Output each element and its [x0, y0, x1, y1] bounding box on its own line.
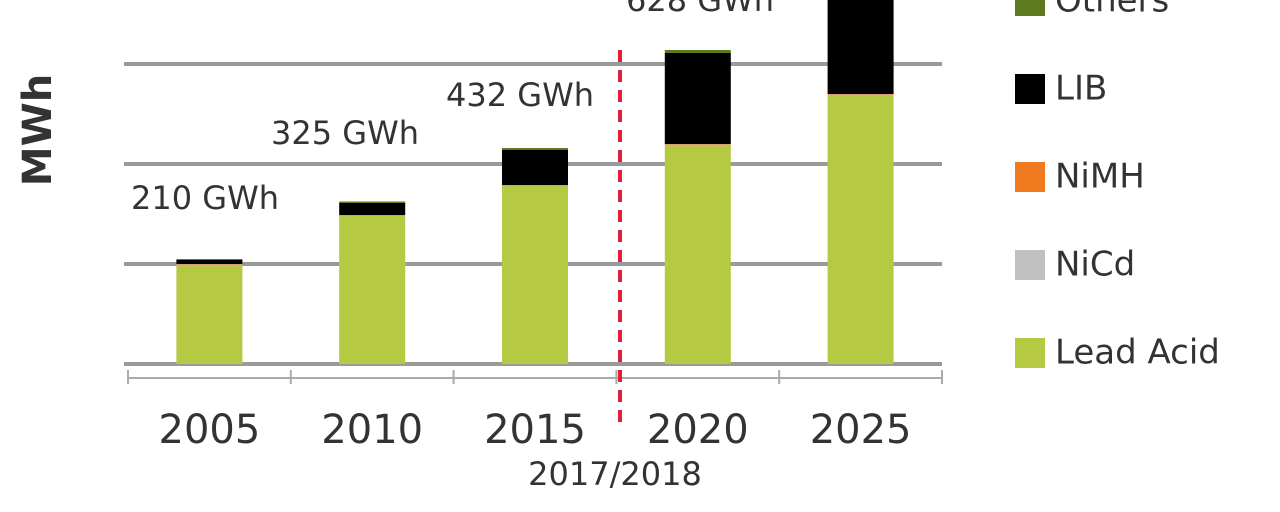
- bar-segment: [664, 144, 731, 145]
- legend-label: NiMH: [1055, 157, 1145, 197]
- bar-segment: [664, 53, 731, 144]
- bar-segment: [502, 148, 568, 150]
- legend-swatch: [1015, 162, 1045, 192]
- x-tick-label: 2025: [810, 407, 912, 453]
- bar-segment: [339, 216, 406, 364]
- bar-segment: [176, 260, 243, 264]
- bar-segment: [827, 94, 894, 95]
- legend-label: Lead Acid: [1055, 333, 1220, 373]
- bar-segment: [827, 94, 894, 95]
- legend-swatch: [1015, 74, 1045, 104]
- bar-segment: [827, 0, 894, 94]
- x-tick-label: 2020: [647, 407, 749, 453]
- bar-segment: [176, 264, 243, 265]
- total-annotation: 432 GWh: [446, 76, 594, 114]
- x-tick-label: 2005: [159, 407, 261, 453]
- legend-swatch: [1015, 250, 1045, 280]
- bar-segment: [176, 259, 243, 260]
- total-annotation: 325 GWh: [271, 114, 419, 152]
- legend-swatch: [1015, 338, 1045, 368]
- bar-segment: [176, 265, 243, 364]
- marker-label: 2017/2018: [528, 455, 702, 493]
- bar-segment: [339, 201, 406, 203]
- bar-segment: [339, 215, 406, 216]
- total-annotation: 628 GWh: [626, 0, 774, 19]
- bar-segment: [502, 150, 568, 185]
- bar-segment: [664, 50, 731, 53]
- x-tick-label: 2010: [321, 407, 423, 453]
- bar-segment: [339, 215, 406, 216]
- bar-segment: [502, 185, 568, 186]
- legend-label: NiCd: [1055, 245, 1135, 285]
- bar-segment: [176, 264, 243, 265]
- bar-segment: [664, 144, 731, 145]
- x-tick-label: 2015: [484, 407, 586, 453]
- bar-segment: [502, 185, 568, 186]
- bar-segment: [339, 203, 406, 215]
- bar-segment: [827, 95, 894, 364]
- total-annotation: 210 GWh: [131, 179, 279, 217]
- bar-segment: [502, 186, 568, 364]
- legend-label: LIB: [1055, 69, 1107, 109]
- bar-segment: [664, 145, 731, 364]
- y-axis-label: MWh: [15, 74, 61, 186]
- legend-swatch: [1015, 0, 1045, 16]
- legend-label: Others: [1055, 0, 1169, 21]
